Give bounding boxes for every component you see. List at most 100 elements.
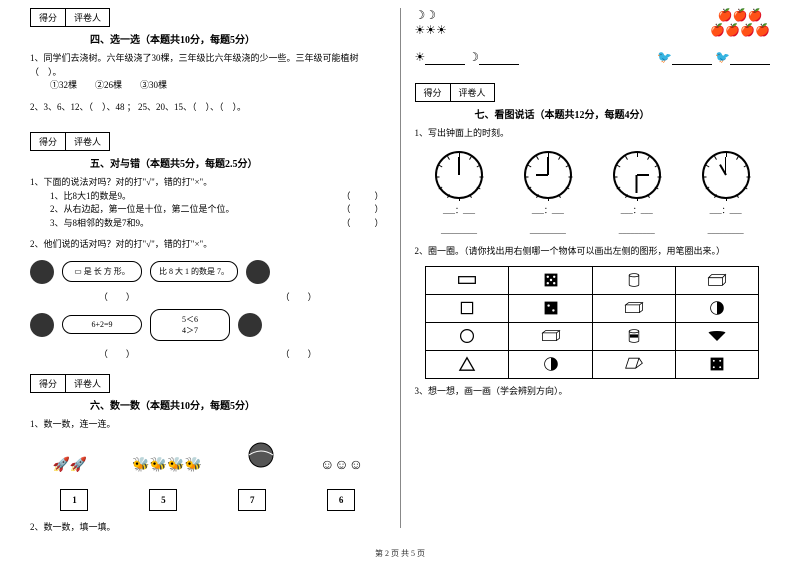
face-icon <box>30 313 54 337</box>
section7-q2: 2、圈一圈。（请你找出用右侧哪一个物体可以画出左侧的图形，用笔圈出来。） <box>415 245 771 259</box>
bird-blank: 🐦 🐦 <box>657 50 770 65</box>
section5-q1-1: 1、比8大1的数是9。（ ） <box>50 190 386 204</box>
section4-q1-options: ①32棵 ②26棵 ③30棵 <box>50 79 386 93</box>
ball-icon <box>247 441 275 473</box>
bubble-row-2: 6+2=9 5＜6 4＞7 <box>30 309 386 341</box>
halfcircle2-cell <box>509 351 592 379</box>
bubble-4: 5＜6 4＞7 <box>150 309 230 341</box>
section4-q1-text: 1、同学们去浇树。六年级浇了30棵，三年级比六年级浇的少一些。三年级可能植树（ … <box>30 52 386 79</box>
clock-2: ___：___ <box>524 151 572 216</box>
triangle-cell <box>426 351 509 379</box>
top-icons-row-1: ☽☽ ☀☀☀ 🍎🍎🍎 🍎🍎🍎🍎 <box>415 8 771 38</box>
count-box-1: 1 <box>60 489 88 511</box>
apples-top-icon: 🍎🍎🍎 <box>710 8 770 23</box>
apples-bottom-icon: 🍎🍎🍎🍎 <box>710 23 770 38</box>
count-box-3: 7 <box>238 489 266 511</box>
section7-q1: 1、写出钟面上的时刻。 <box>415 127 771 141</box>
bird-icon: 🐦 <box>715 50 730 64</box>
clock-row: ___：___ ___：___ ___：___ ___：___ <box>415 151 771 216</box>
score-box-4: 得分 评卷人 <box>30 8 110 27</box>
score-box-7: 得分 评卷人 <box>415 83 495 102</box>
grader-label: 评卷人 <box>66 375 109 392</box>
prism-cell <box>592 351 675 379</box>
fruit-group: 🍎🍎🍎 🍎🍎🍎🍎 <box>710 8 770 38</box>
moons-icon: ☽☽ <box>415 8 447 23</box>
square-cell <box>426 295 509 323</box>
cuboid-cell <box>676 267 759 295</box>
rocket-icons: 🚀🚀 <box>53 459 88 473</box>
table-row <box>426 351 759 379</box>
single-sun-icon: ☀ <box>415 50 426 64</box>
clock-1: ___：___ <box>435 151 483 216</box>
section6-title: 六、数一数（本题共10分，每题5分） <box>90 397 386 412</box>
single-moon-icon: ☽ <box>468 50 479 64</box>
bubble-1: ▭ 是 长 方 形。 <box>62 261 142 282</box>
clock-4: ___：___ <box>702 151 750 216</box>
dice3-cell <box>676 351 759 379</box>
count-icons-row: 🚀🚀 🐝🐝🐝🐝 ☺☺☺ <box>30 441 386 473</box>
can-cell <box>592 267 675 295</box>
section6-q1: 1、数一数，连一连。 <box>30 418 386 432</box>
suns-icon: ☀☀☀ <box>415 23 447 38</box>
paren-row-2: （ ） （ ） <box>30 347 386 360</box>
table-row <box>426 295 759 323</box>
section7-title: 七、看图说话（本题共12分，每题4分） <box>475 106 771 121</box>
left-column: 得分 评卷人 四、选一选（本题共10分，每题5分） 1、同学们去浇树。六年级浇了… <box>20 8 396 540</box>
dice-cell <box>509 267 592 295</box>
count-box-4: 6 <box>327 489 355 511</box>
face-icon <box>238 313 262 337</box>
bubble-row-1: ▭ 是 长 方 形。 比 8 大 1 的数是 7。 <box>30 260 386 284</box>
sun-moon-blank: ☀ ☽ <box>415 50 520 65</box>
score-label: 得分 <box>31 133 66 150</box>
section5-title: 五、对与错（本题共5分，每题2.5分） <box>90 155 386 170</box>
clock-3: ___：___ <box>613 151 661 216</box>
grader-label: 评卷人 <box>451 84 494 101</box>
grader-label: 评卷人 <box>66 9 109 26</box>
column-divider <box>400 8 401 528</box>
bee-icons: 🐝🐝🐝🐝 <box>132 459 202 473</box>
paren-row-1: （ ） （ ） <box>30 290 386 303</box>
right-column: ☽☽ ☀☀☀ 🍎🍎🍎 🍎🍎🍎🍎 ☀ ☽ 🐦 🐦 得分 评卷人 七、 <box>405 8 781 540</box>
shape-table <box>425 266 759 379</box>
clock-blank-row: ____________________________________ <box>415 226 771 235</box>
face-icon <box>30 260 54 284</box>
cuboid2-cell <box>592 295 675 323</box>
count-item-1: 🚀🚀 <box>53 459 88 473</box>
rect-cell <box>426 267 509 295</box>
section5-q2: 2、他们说的话对吗？对的打"√"，错的打"×"。 <box>30 238 386 252</box>
count-box-2: 5 <box>149 489 177 511</box>
score-box-5: 得分 评卷人 <box>30 132 110 151</box>
circle-cell <box>426 323 509 351</box>
moon-sun-group: ☽☽ ☀☀☀ <box>415 8 447 38</box>
count-boxes-row: 1 5 7 6 <box>30 483 386 511</box>
section4-q1: 1、同学们去浇树。六年级浇了30棵，三年级比六年级浇的少一些。三年级可能植树（ … <box>30 52 386 93</box>
section5-q1-3: 3、与8相邻的数是7和9。（ ） <box>50 217 386 231</box>
bubble-2: 比 8 大 1 的数是 7。 <box>150 261 238 282</box>
table-row <box>426 323 759 351</box>
table-row <box>426 267 759 295</box>
bubble-3: 6+2=9 <box>62 315 142 334</box>
score-box-6: 得分 评卷人 <box>30 374 110 393</box>
face-icon <box>246 260 270 284</box>
score-label: 得分 <box>31 9 66 26</box>
page-container: 得分 评卷人 四、选一选（本题共10分，每题5分） 1、同学们去浇树。六年级浇了… <box>0 0 800 540</box>
score-label: 得分 <box>416 84 451 101</box>
page-footer: 第 2 页 共 5 页 <box>0 548 800 559</box>
score-label: 得分 <box>31 375 66 392</box>
bird-icon: 🐦 <box>657 50 672 64</box>
grader-label: 评卷人 <box>66 133 109 150</box>
section5-q1: 1、下面的说法对吗？对的打"√"，错的打"×"。 1、比8大1的数是9。（ ） … <box>30 176 386 230</box>
top-icons-row-2: ☀ ☽ 🐦 🐦 <box>415 50 771 65</box>
section5-q1-2: 2、从右边起，第一位是十位，第二位是个位。（ ） <box>50 203 386 217</box>
count-item-3 <box>247 441 275 473</box>
cone-cell <box>676 323 759 351</box>
section5-q1-text: 1、下面的说法对吗？对的打"√"，错的打"×"。 <box>30 176 386 190</box>
halfcircle-cell <box>676 295 759 323</box>
section4-q2: 2、3、6、12、（ ）、48 ； 25、20、15、（ ）、（ ）。 <box>30 101 386 115</box>
can2-cell <box>592 323 675 351</box>
smile-icons: ☺☺☺ <box>320 459 363 473</box>
count-item-2: 🐝🐝🐝🐝 <box>132 459 202 473</box>
dice2-cell <box>509 295 592 323</box>
section6-q2: 2、数一数，填一填。 <box>30 521 386 535</box>
section4-title: 四、选一选（本题共10分，每题5分） <box>90 31 386 46</box>
